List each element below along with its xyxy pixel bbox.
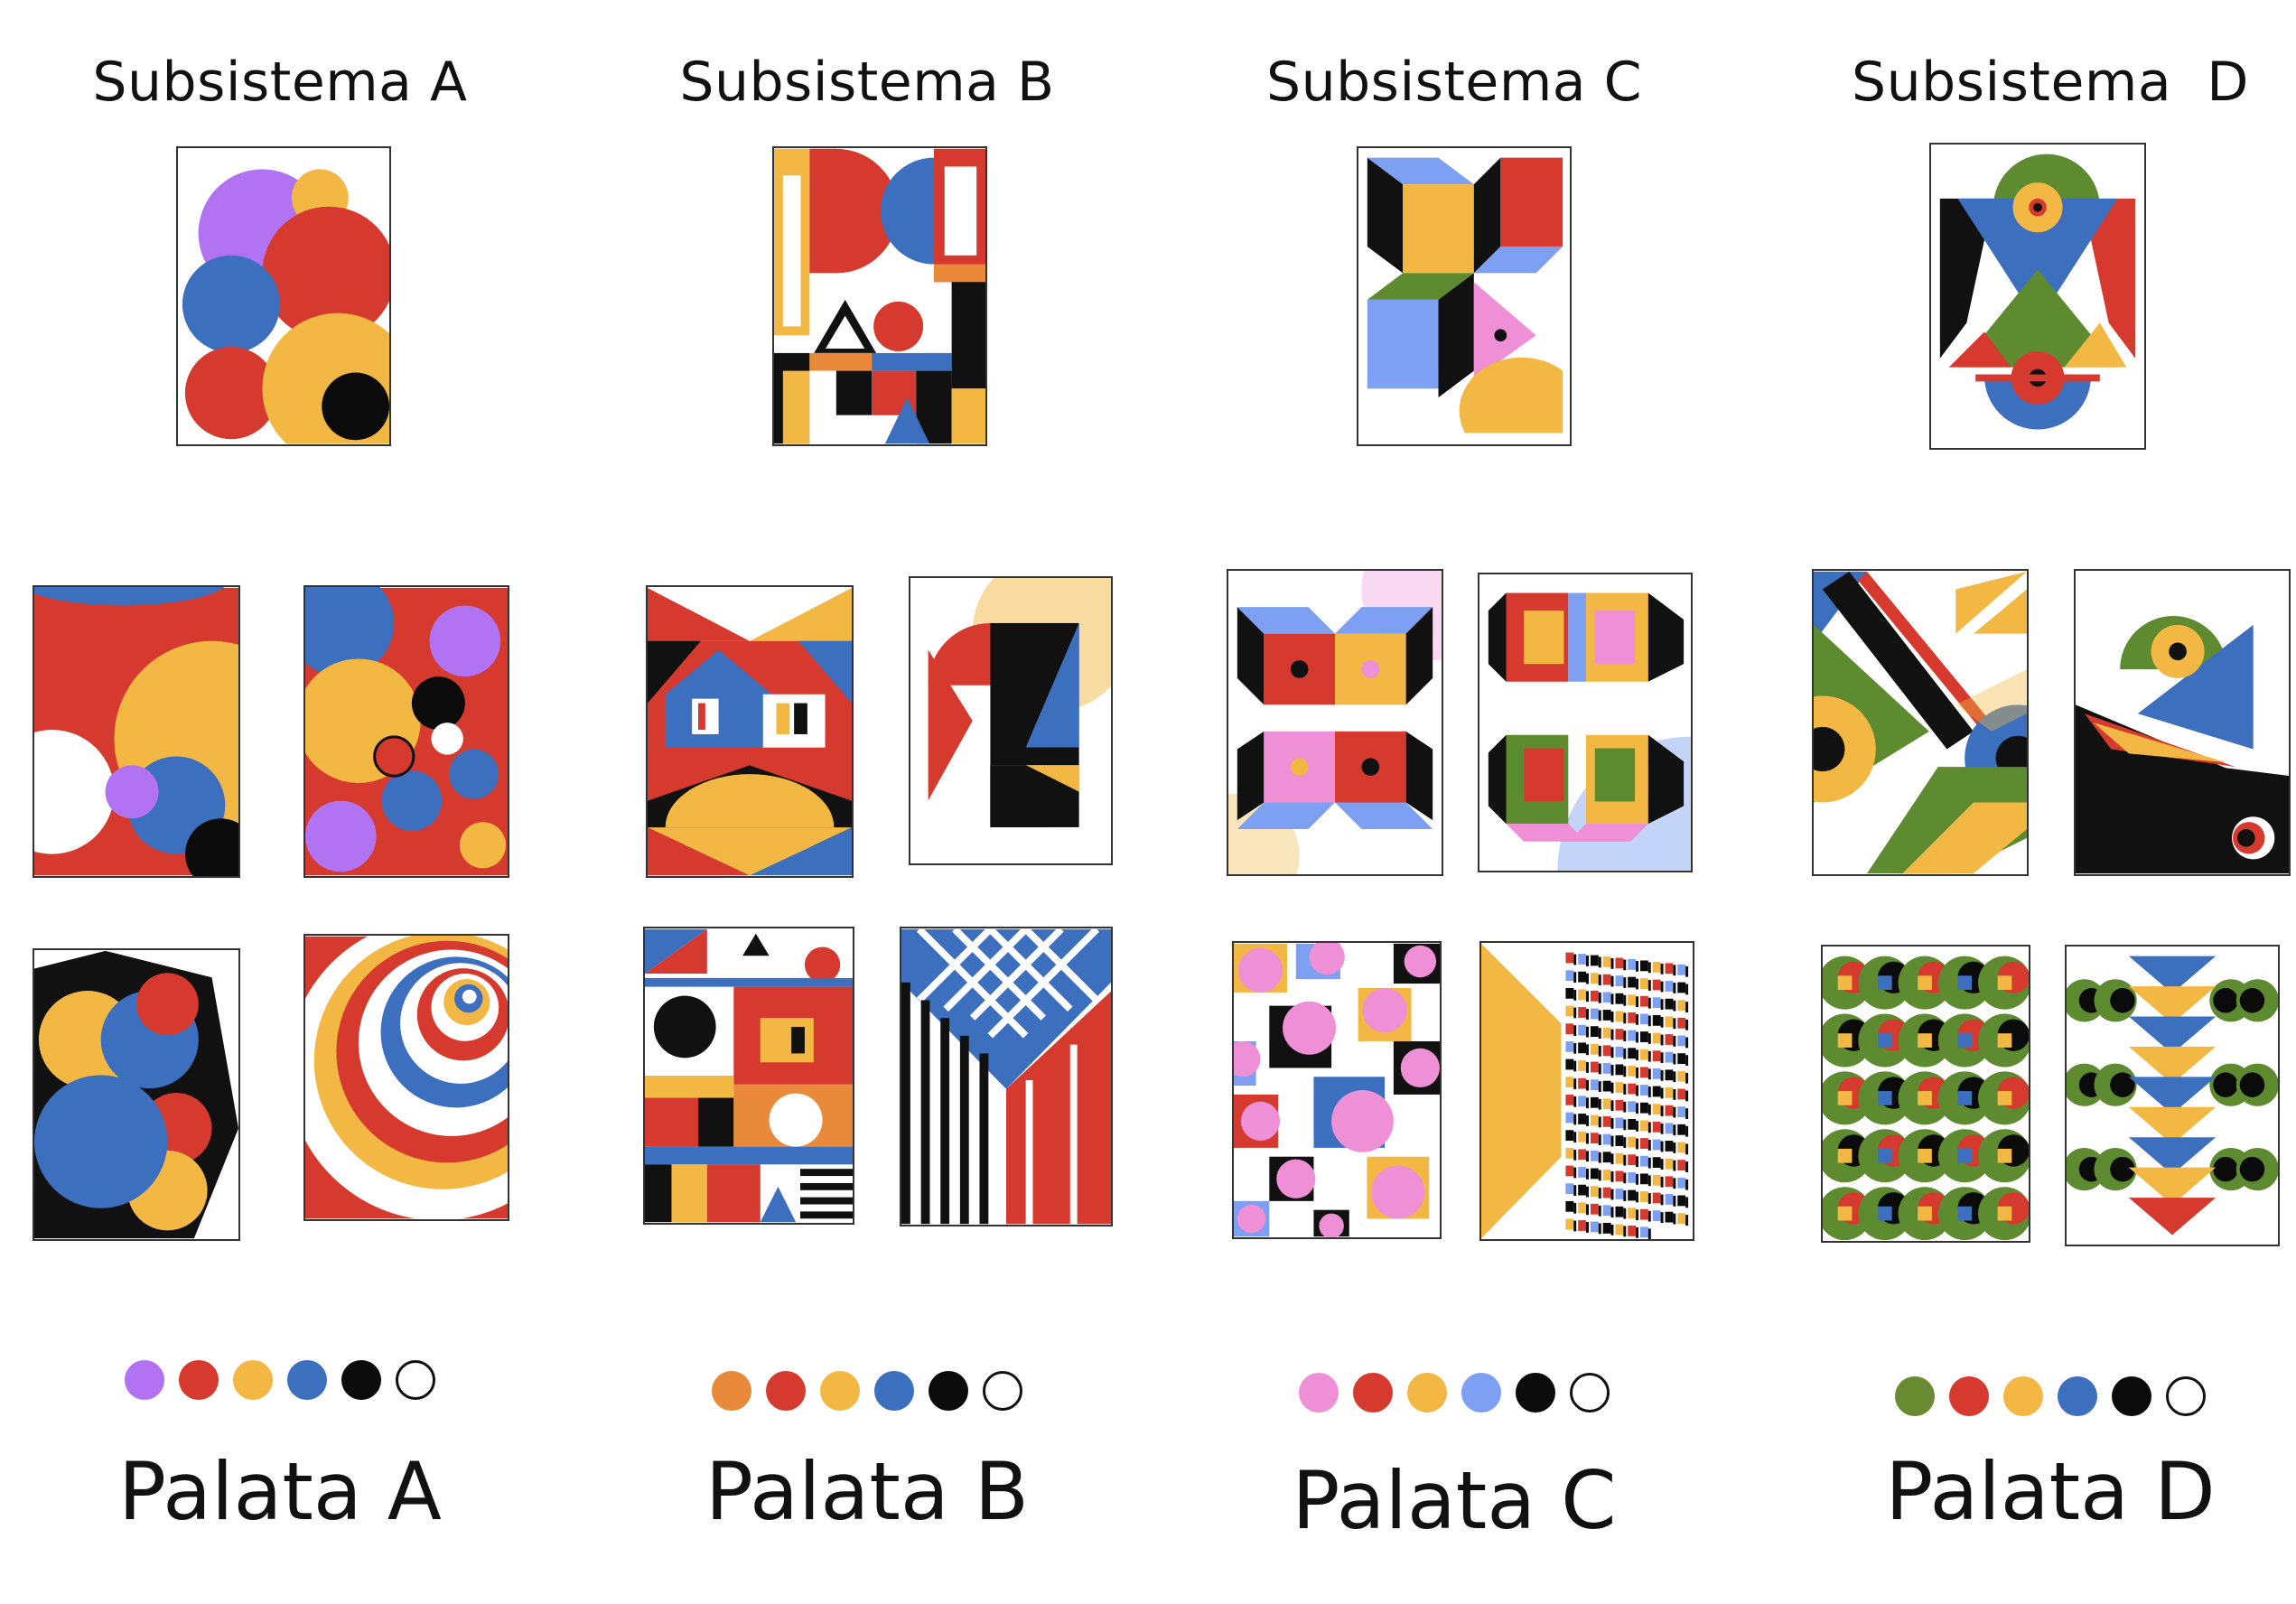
subsystem-title: Subsistema C: [1265, 51, 1642, 114]
palette-swatch: [712, 1371, 751, 1411]
palette-swatch: [341, 1360, 381, 1400]
poster-variant-3[interactable]: [33, 948, 240, 1241]
poster-variant-2[interactable]: [1478, 573, 1693, 872]
poster-main[interactable]: [1357, 146, 1572, 446]
palette-swatch: [179, 1360, 219, 1400]
palette-b: [587, 1371, 1147, 1411]
palette-label: Palata C: [1292, 1454, 1617, 1547]
palette-d: [1770, 1376, 2296, 1416]
palette-label: Palata A: [117, 1445, 442, 1538]
poster-main[interactable]: [772, 146, 987, 446]
palette-swatch: [1570, 1373, 1610, 1413]
poster-variant-1[interactable]: [1227, 569, 1443, 876]
poster-variant-1[interactable]: [33, 585, 240, 878]
palette-swatch: [125, 1360, 164, 1400]
poster-variant-1[interactable]: [1812, 569, 2029, 876]
palette-swatch: [766, 1371, 806, 1411]
poster-variant-3[interactable]: [643, 927, 854, 1225]
poster-variant-4[interactable]: [2065, 945, 2280, 1246]
poster-variant-1[interactable]: [646, 585, 854, 878]
poster-variant-3[interactable]: [1232, 941, 1442, 1239]
palette-swatch: [820, 1371, 860, 1411]
palette-swatch: [233, 1360, 273, 1400]
palette-swatch: [1407, 1373, 1447, 1413]
palette-swatch: [983, 1371, 1022, 1411]
palette-swatch: [1353, 1373, 1393, 1413]
palette-swatch: [929, 1371, 968, 1411]
palette-c: [1174, 1373, 1734, 1413]
subsystem-title: Subsistema B: [679, 51, 1055, 114]
palette-swatch: [287, 1360, 327, 1400]
poster-main[interactable]: [176, 146, 391, 446]
palette-swatch: [1895, 1376, 1935, 1416]
palette-swatch: [1516, 1373, 1555, 1413]
poster-variant-2[interactable]: [2074, 569, 2291, 876]
poster-main[interactable]: [1929, 143, 2146, 450]
palette-swatch: [2058, 1376, 2097, 1416]
subsystem-c: Subsistema C: [1174, 0, 1734, 1604]
palette-swatch: [2112, 1376, 2151, 1416]
subsystem-b: Subsistema B: [587, 0, 1147, 1604]
palette-swatch: [396, 1360, 435, 1400]
palette-label: Palata B: [705, 1445, 1030, 1538]
palette-label: Palata D: [1885, 1445, 2216, 1538]
palette-swatch: [874, 1371, 914, 1411]
palette-swatch: [1299, 1373, 1339, 1413]
palette-swatch: [1461, 1373, 1501, 1413]
subsystem-d: Subsistema D: [1770, 0, 2296, 1604]
subsystem-title: Subsistema D: [1852, 51, 2249, 114]
subsystem-a: Subsistema A: [0, 0, 560, 1604]
palette-a: [0, 1360, 560, 1400]
poster-variant-4[interactable]: [900, 927, 1113, 1226]
poster-variant-3[interactable]: [1821, 945, 2030, 1243]
poster-variant-4[interactable]: [303, 934, 509, 1221]
poster-variant-2[interactable]: [909, 576, 1113, 865]
poster-variant-2[interactable]: [303, 585, 509, 878]
poster-variant-4[interactable]: [1479, 941, 1694, 1241]
palette-swatch: [2003, 1376, 2043, 1416]
palette-swatch: [2166, 1376, 2206, 1416]
palette-swatch: [1949, 1376, 1989, 1416]
subsystem-title: Subsistema A: [92, 51, 468, 114]
